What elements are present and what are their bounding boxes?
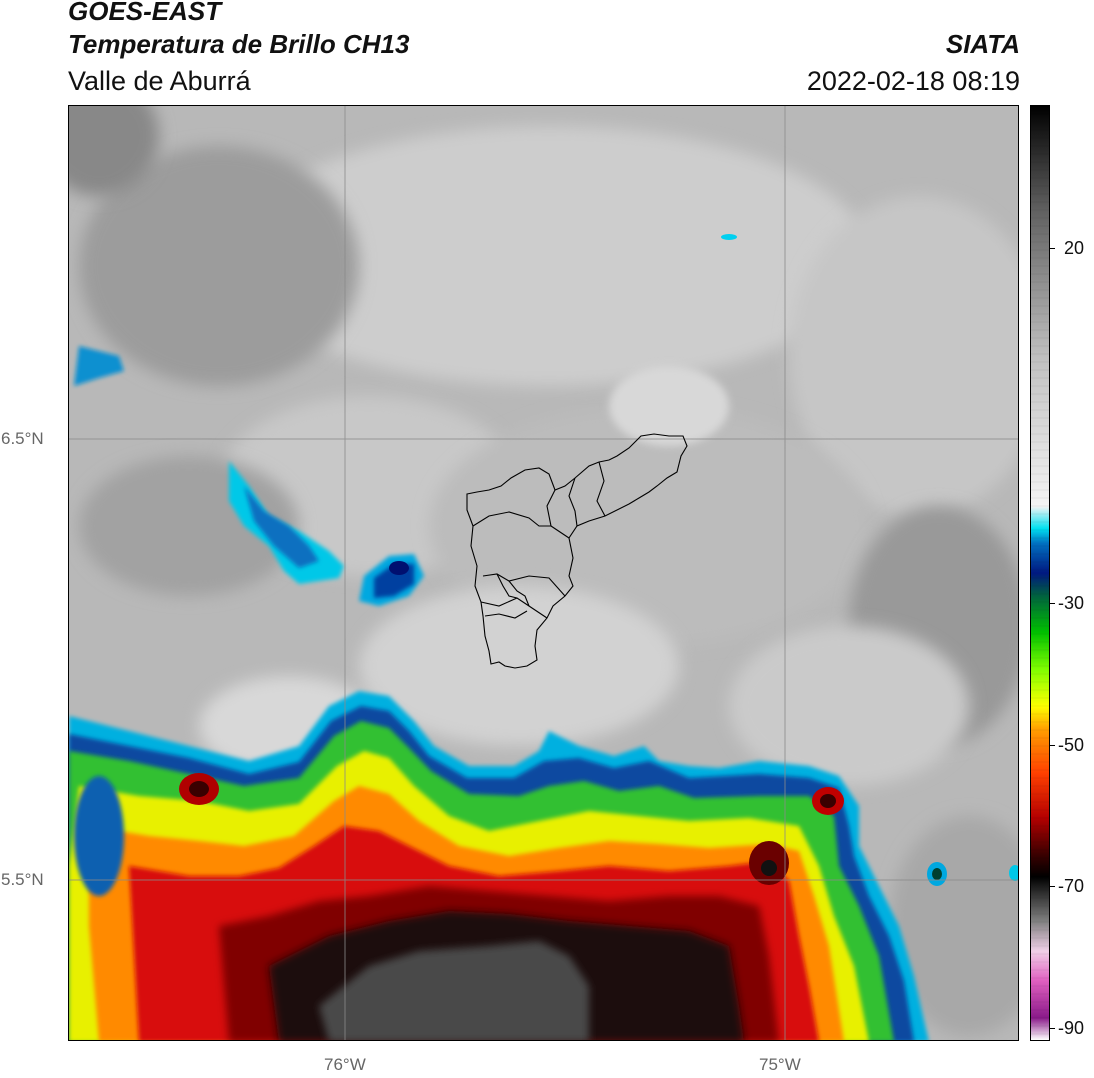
colorbar-tick-neg90	[1049, 1028, 1055, 1029]
colorbar	[1030, 105, 1050, 1041]
region-subtitle: Valle de Aburrá	[68, 66, 251, 96]
satellite-title: GOES-EAST	[68, 0, 222, 26]
satellite-map[interactable]	[68, 105, 1019, 1041]
colorbar-label-neg70: -70	[1058, 876, 1085, 896]
cold-cells	[74, 234, 1018, 886]
colorbar-svg	[1031, 105, 1049, 1040]
colorbar-label-20: 20	[1064, 238, 1085, 258]
colorbar-tick-neg50	[1049, 745, 1055, 746]
lat-label-6-5n: 6.5°N	[1, 429, 44, 448]
lat-label-5-5n: 5.5°N	[1, 870, 44, 889]
colorbar-tick-neg30	[1049, 603, 1055, 604]
colorbar-label-neg50: -50	[1058, 735, 1085, 755]
map-svg	[69, 106, 1018, 1040]
colorbar-gradient	[1031, 106, 1049, 1040]
lon-label-75w: 75°W	[759, 1055, 801, 1074]
lon-label-76w: 76°W	[324, 1055, 366, 1074]
municipality-boundaries	[466, 433, 688, 669]
cloud-field	[69, 106, 1018, 1040]
colorbar-tick-neg70	[1049, 886, 1055, 887]
convective-system	[69, 691, 929, 1040]
datetime-label: 2022-02-18 08:19	[806, 66, 1020, 96]
product-title: Temperatura de Brillo CH13	[68, 29, 410, 59]
colorbar-label-neg90: -90	[1058, 1018, 1085, 1038]
graticule	[69, 106, 1018, 1040]
agency-label: SIATA	[945, 29, 1020, 59]
colorbar-tick-20	[1049, 248, 1055, 249]
colorbar-label-neg30: -30	[1058, 593, 1085, 613]
